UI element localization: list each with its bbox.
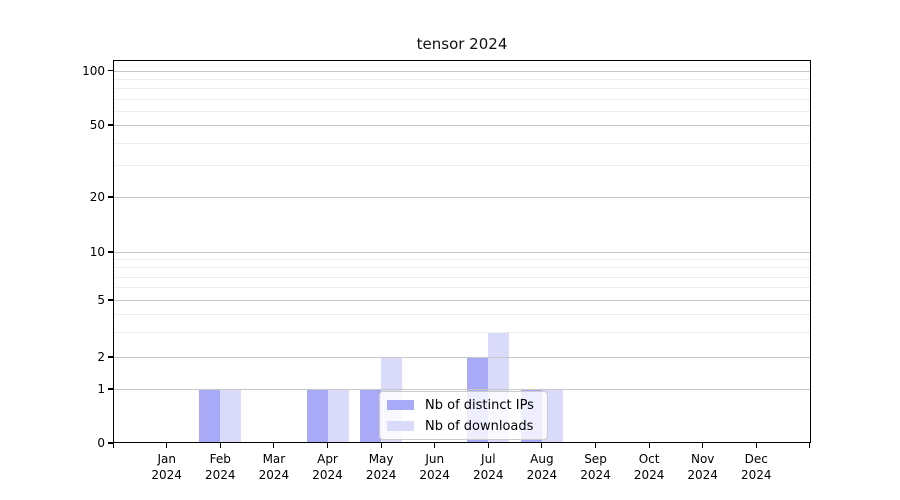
chart-title: tensor 2024 <box>416 35 508 53</box>
x-tick-label-month: Feb <box>209 452 231 466</box>
x-tick-label: Sep 2024 <box>568 452 624 483</box>
bar-downloads-apr-2024 <box>327 389 349 443</box>
x-tick-label-year: 2024 <box>365 467 397 482</box>
x-tick-label-month: Oct <box>638 452 660 466</box>
legend-label: Nb of distinct IPs <box>425 397 534 413</box>
x-tick-label: Apr 2024 <box>300 452 356 483</box>
y-tick-label: 2 <box>97 350 105 364</box>
legend-entry-downloads: Nb of downloads <box>387 418 541 434</box>
x-tick-label: Feb 2024 <box>192 452 248 483</box>
legend-entry-ips: Nb of distinct IPs <box>387 397 541 413</box>
x-tick-label-month: Jan <box>157 452 176 466</box>
legend-swatch-ips <box>387 400 414 410</box>
x-tick <box>541 443 543 448</box>
x-tick-label-year: 2024 <box>580 467 611 482</box>
x-tick-label-month: Mar <box>262 452 286 466</box>
y-tick-label: 1 <box>97 382 105 396</box>
x-tick-label: Nov 2024 <box>675 452 731 483</box>
x-tick-label-year: 2024 <box>526 467 558 482</box>
x-tick <box>166 443 168 448</box>
x-tick-label-year: 2024 <box>473 467 504 482</box>
y-tick-label: 100 <box>82 63 105 78</box>
x-tick-label: Dec 2024 <box>728 452 784 483</box>
x-tick-label-year: 2024 <box>312 467 343 482</box>
legend: Nb of distinct IPs Nb of downloads <box>379 391 548 440</box>
x-tick-label: Aug 2024 <box>514 452 570 483</box>
x-tick-label: Oct 2024 <box>621 452 677 483</box>
x-tick <box>219 443 221 448</box>
y-tick-label: 20 <box>89 190 105 204</box>
x-tick-label-year: 2024 <box>258 467 290 482</box>
x-tick-label-year: 2024 <box>633 467 665 482</box>
x-tick-label-month: Nov <box>690 452 715 466</box>
x-tick-label-year: 2024 <box>151 467 182 482</box>
x-tick-label-month: Aug <box>530 452 554 466</box>
x-tick <box>326 443 329 448</box>
legend-swatch-downloads <box>387 421 414 431</box>
y-tick-label: 0 <box>97 436 105 450</box>
y-tick-label: 10 <box>89 245 105 259</box>
x-tick-label-year: 2024 <box>205 467 236 482</box>
x-tick <box>755 443 757 448</box>
x-tick <box>434 443 436 448</box>
x-tick-label: Jun 2024 <box>407 452 463 483</box>
x-tick-label-month: Dec <box>744 452 768 466</box>
x-tick <box>648 443 650 448</box>
x-tick <box>273 443 275 448</box>
x-tick <box>112 443 114 448</box>
x-tick-label-year: 2024 <box>687 467 718 482</box>
y-tick-label: 5 <box>97 293 105 307</box>
bar-ips-may-2024 <box>360 389 382 443</box>
x-tick-label-month: Sep <box>584 452 607 466</box>
x-tick-label: Jul 2024 <box>460 452 516 483</box>
x-tick-label-month: May <box>368 452 394 466</box>
y-tick-label: 50 <box>89 118 105 132</box>
x-tick <box>380 443 382 448</box>
x-tick <box>702 443 704 448</box>
x-tick <box>809 443 811 448</box>
x-tick-label-year: 2024 <box>741 467 772 482</box>
bars-layer <box>113 60 811 443</box>
x-tick-label: Jan 2024 <box>139 452 195 483</box>
x-tick-label-year: 2024 <box>419 467 450 482</box>
x-tick-label-month: Jul <box>481 452 496 466</box>
legend-label: Nb of downloads <box>425 418 534 434</box>
x-tick-label-month: Apr <box>317 452 338 466</box>
x-tick <box>594 443 597 448</box>
x-tick <box>487 443 489 448</box>
x-tick-label-month: Jun <box>425 452 445 466</box>
x-tick-label: Mar 2024 <box>246 452 302 483</box>
bar-ips-apr-2024 <box>306 389 328 443</box>
bar-ips-feb-2024 <box>199 389 221 443</box>
bar-downloads-feb-2024 <box>220 389 242 443</box>
x-tick-label: May 2024 <box>353 452 409 483</box>
